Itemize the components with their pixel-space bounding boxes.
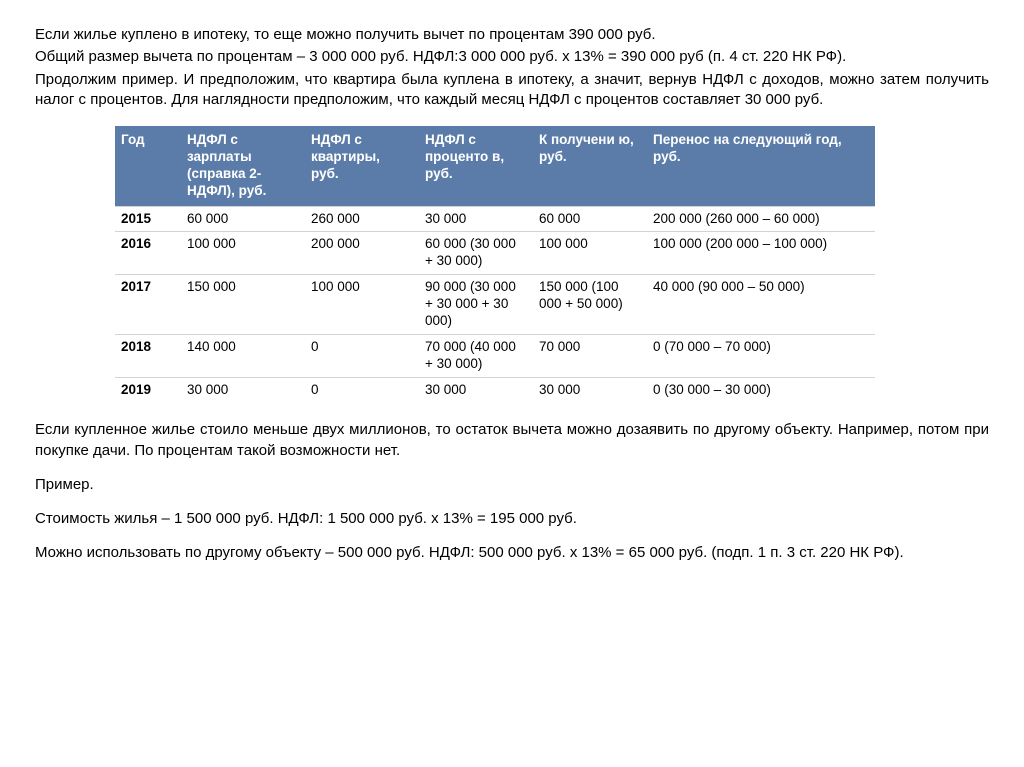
intro-paragraph-2: Общий размер вычета по процентам – 3 000… bbox=[35, 47, 989, 67]
table-row: 2017 150 000 100 000 90 000 (30 000 + 30… bbox=[115, 275, 875, 335]
cell: 30 000 bbox=[181, 377, 305, 402]
cell: 30 000 bbox=[533, 377, 647, 402]
cell: 150 000 bbox=[181, 275, 305, 335]
cell: 90 000 (30 000 + 30 000 + 30 000) bbox=[419, 275, 533, 335]
intro-paragraph-3: Продолжим пример. И предположим, что ква… bbox=[35, 70, 989, 111]
intro-paragraph-1: Если жилье куплено в ипотеку, то еще мож… bbox=[35, 25, 989, 45]
cell: 60 000 (30 000 + 30 000) bbox=[419, 232, 533, 275]
cell: 200 000 (260 000 – 60 000) bbox=[647, 206, 875, 232]
cell: 70 000 (40 000 + 30 000) bbox=[419, 334, 533, 377]
cell-year: 2019 bbox=[115, 377, 181, 402]
cell-year: 2017 bbox=[115, 275, 181, 335]
bottom-paragraph-2: Пример. bbox=[35, 475, 989, 495]
cell: 40 000 (90 000 – 50 000) bbox=[647, 275, 875, 335]
table-header-row: Год НДФЛ с зарплаты (справка 2-НДФЛ), ру… bbox=[115, 126, 875, 206]
cell: 200 000 bbox=[305, 232, 419, 275]
cell: 150 000 (100 000 + 50 000) bbox=[533, 275, 647, 335]
table-row: 2018 140 000 0 70 000 (40 000 + 30 000) … bbox=[115, 334, 875, 377]
cell: 0 (30 000 – 30 000) bbox=[647, 377, 875, 402]
table-row: 2015 60 000 260 000 30 000 60 000 200 00… bbox=[115, 206, 875, 232]
cell: 0 (70 000 – 70 000) bbox=[647, 334, 875, 377]
cell: 30 000 bbox=[419, 377, 533, 402]
cell-year: 2015 bbox=[115, 206, 181, 232]
col-carry: Перенос на следующий год, руб. bbox=[647, 126, 875, 206]
cell: 0 bbox=[305, 334, 419, 377]
col-percent: НДФЛ с проценто в, руб. bbox=[419, 126, 533, 206]
col-receive: К получени ю, руб. bbox=[533, 126, 647, 206]
bottom-paragraph-3: Стоимость жилья – 1 500 000 руб. НДФЛ: 1… bbox=[35, 509, 989, 529]
table-row: 2019 30 000 0 30 000 30 000 0 (30 000 – … bbox=[115, 377, 875, 402]
tax-table: Год НДФЛ с зарплаты (справка 2-НДФЛ), ру… bbox=[115, 126, 875, 402]
table-row: 2016 100 000 200 000 60 000 (30 000 + 30… bbox=[115, 232, 875, 275]
bottom-paragraph-4: Можно использовать по другому объекту – … bbox=[35, 543, 989, 563]
cell: 60 000 bbox=[533, 206, 647, 232]
cell: 100 000 bbox=[181, 232, 305, 275]
cell: 140 000 bbox=[181, 334, 305, 377]
col-apartment: НДФЛ с квартиры, руб. bbox=[305, 126, 419, 206]
col-salary: НДФЛ с зарплаты (справка 2-НДФЛ), руб. bbox=[181, 126, 305, 206]
cell-year: 2016 bbox=[115, 232, 181, 275]
bottom-paragraph-1: Если купленное жилье стоило меньше двух … bbox=[35, 420, 989, 461]
cell: 70 000 bbox=[533, 334, 647, 377]
cell: 60 000 bbox=[181, 206, 305, 232]
cell: 0 bbox=[305, 377, 419, 402]
cell: 100 000 (200 000 – 100 000) bbox=[647, 232, 875, 275]
cell: 100 000 bbox=[533, 232, 647, 275]
col-year: Год bbox=[115, 126, 181, 206]
cell: 260 000 bbox=[305, 206, 419, 232]
cell: 100 000 bbox=[305, 275, 419, 335]
cell-year: 2018 bbox=[115, 334, 181, 377]
cell: 30 000 bbox=[419, 206, 533, 232]
